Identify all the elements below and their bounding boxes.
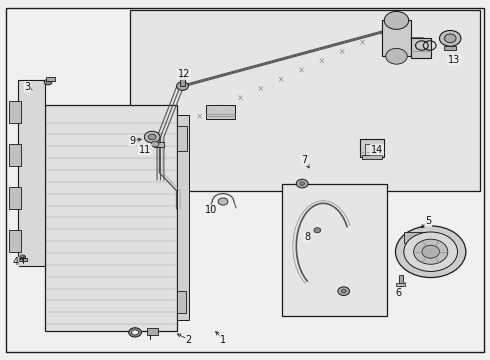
- Circle shape: [404, 232, 458, 271]
- Bar: [411, 39, 431, 58]
- Text: 14: 14: [371, 144, 383, 154]
- Circle shape: [422, 245, 440, 258]
- Bar: [9, 101, 21, 123]
- Circle shape: [440, 31, 461, 46]
- Circle shape: [341, 289, 346, 293]
- Text: 7: 7: [301, 155, 308, 165]
- Text: 9: 9: [129, 136, 136, 145]
- Bar: [362, 155, 382, 159]
- Text: 11: 11: [139, 144, 151, 154]
- Circle shape: [296, 179, 308, 188]
- Bar: [404, 232, 428, 243]
- Bar: [365, 144, 372, 155]
- Text: 13: 13: [448, 55, 460, 65]
- Circle shape: [314, 228, 321, 233]
- Bar: [46, 77, 55, 81]
- Bar: [179, 77, 185, 86]
- Circle shape: [338, 287, 349, 296]
- Bar: [147, 328, 158, 335]
- Circle shape: [384, 12, 409, 30]
- Bar: [177, 291, 186, 313]
- Bar: [444, 46, 456, 50]
- Text: 4: 4: [12, 257, 19, 267]
- Bar: [18, 80, 45, 266]
- Bar: [206, 105, 235, 119]
- Circle shape: [218, 198, 228, 205]
- Circle shape: [414, 239, 448, 264]
- Bar: [9, 187, 21, 209]
- Bar: [45, 105, 176, 330]
- Bar: [282, 184, 387, 316]
- Circle shape: [20, 255, 25, 259]
- Bar: [360, 139, 384, 157]
- Bar: [396, 283, 405, 286]
- Bar: [9, 230, 21, 252]
- Text: 6: 6: [396, 288, 402, 298]
- Text: 3: 3: [24, 82, 31, 92]
- Text: 12: 12: [178, 69, 190, 79]
- Bar: [382, 21, 411, 56]
- Text: 10: 10: [205, 206, 217, 216]
- Text: 1: 1: [220, 334, 226, 345]
- Circle shape: [300, 182, 305, 185]
- Circle shape: [444, 34, 456, 42]
- Text: 8: 8: [304, 232, 310, 242]
- Text: 5: 5: [425, 216, 431, 226]
- Bar: [130, 10, 480, 191]
- Circle shape: [151, 141, 159, 147]
- Text: 2: 2: [186, 334, 192, 345]
- Circle shape: [395, 226, 466, 278]
- Circle shape: [44, 79, 52, 85]
- Bar: [176, 126, 187, 151]
- Circle shape: [129, 328, 142, 337]
- Circle shape: [132, 330, 139, 335]
- Bar: [404, 237, 433, 266]
- Bar: [9, 144, 21, 166]
- Circle shape: [145, 131, 160, 143]
- Bar: [154, 141, 164, 147]
- Circle shape: [386, 48, 407, 64]
- Circle shape: [176, 82, 188, 90]
- Bar: [176, 116, 189, 320]
- Circle shape: [148, 134, 156, 140]
- Bar: [19, 258, 26, 261]
- Bar: [399, 275, 403, 286]
